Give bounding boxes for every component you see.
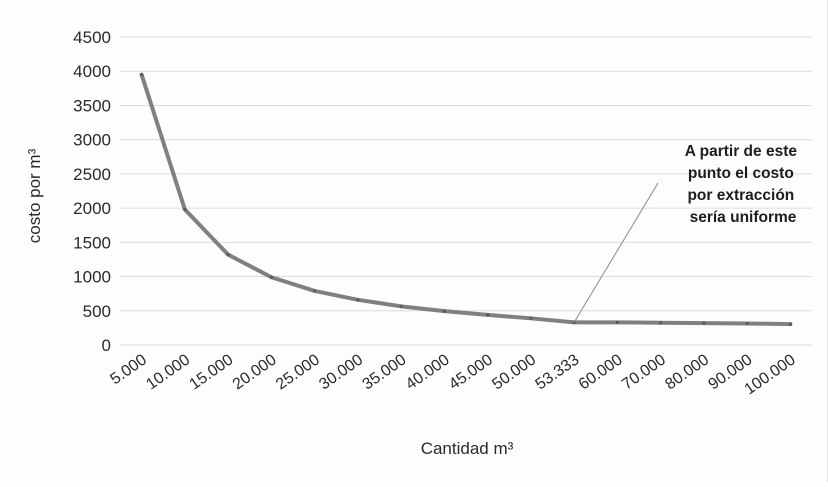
y-tick-label: 4000 [73,62,111,81]
y-axis-title: costo por m³ [25,148,44,243]
y-tick-labels: 0 500 1000 1500 2000 2500 3000 3500 4000 4500 [73,28,111,355]
data-point [442,309,446,313]
x-tick-label: 60.000 [576,351,626,393]
data-point [702,321,706,325]
data-point [788,322,792,326]
x-tick-label: 35.000 [360,351,410,393]
y-tick-label: 3500 [73,96,111,115]
data-point [615,320,619,325]
annotation-line-1: A partir de este [685,143,798,160]
data-point [269,275,273,279]
annotation-line-4: sería uniforme [690,209,797,226]
gridlines [120,36,812,346]
x-tick-label: 25.000 [273,351,323,393]
x-tick-label: 5.000 [107,351,150,388]
x-tick-label: 10.000 [143,351,193,393]
data-point [313,289,317,293]
x-tick-label: 70.000 [619,351,669,393]
data-point [529,316,533,320]
y-tick-label: 2500 [73,165,111,184]
x-tick-label: 80.000 [662,351,712,393]
y-tick-label: 2000 [73,199,111,218]
data-point [140,73,144,77]
data-point [356,298,360,302]
series-line [139,72,793,327]
x-tick-label: 45.000 [446,351,496,393]
data-point [183,207,187,212]
data-point [659,321,663,325]
y-tick-label: 500 [83,302,111,321]
annotation-line-3: por extracción [687,187,794,204]
x-tick-label: 30.000 [316,351,366,393]
x-tick-label: 40.000 [403,351,453,393]
x-tick-label: 20.000 [230,351,280,393]
y-tick-label: 4500 [73,28,111,47]
x-tick-labels: 5.00010.00015.00020.00025.00030.00035.00… [107,351,798,398]
annotation-group: A partir de este punto el costo por extr… [573,143,802,323]
y-tick-label: 1000 [73,268,111,287]
x-axis-title: Cantidad m³ [421,439,514,458]
annotation-line-2: punto el costo [688,165,794,182]
data-point [486,313,490,317]
x-tick-label: 53.333 [533,351,583,393]
annotation-text: A partir de este punto el costo por extr… [685,143,802,226]
y-tick-label: 0 [102,336,111,355]
annotation-leader-line [573,182,659,323]
series-group [139,72,793,327]
data-point [226,253,230,257]
y-tick-label: 3000 [73,131,111,150]
x-tick-label: 50.000 [489,351,539,393]
x-tick-label: 15.000 [187,351,237,393]
data-point [745,321,749,326]
data-point [399,304,403,308]
y-tick-label: 1500 [73,233,111,252]
